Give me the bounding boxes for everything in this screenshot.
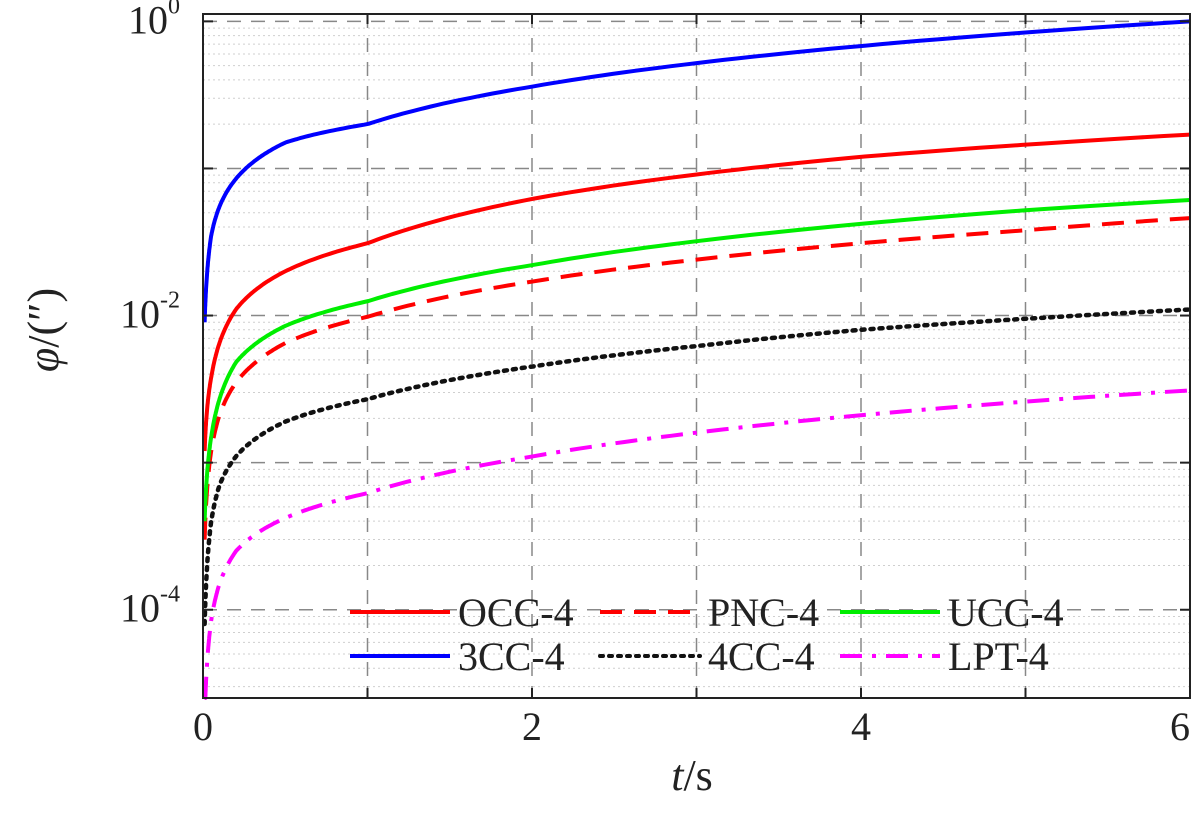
tick-marks (202, 14, 1191, 698)
y-tick-label: 100 (128, 0, 180, 42)
legend-label-3cc-4: 3CC-4 (458, 634, 565, 679)
x-tick-labels: 0 2 4 6 (193, 704, 1190, 749)
y-axis-unit: /(″) (19, 288, 68, 348)
x-tick-label: 2 (522, 704, 542, 749)
x-tick-label: 6 (1170, 704, 1190, 749)
series-line-pnc-4 (202, 216, 1191, 541)
series-line-lpt-4 (202, 388, 1191, 700)
legend-label-4cc-4: 4CC-4 (708, 634, 815, 679)
series-line-4cc-4 (202, 307, 1193, 627)
x-axis-title: t/s (671, 751, 713, 800)
y-axis-var: φ (19, 348, 68, 372)
y-tick-base: 10 (128, 0, 168, 42)
y-tick-exponent: 0 (168, 0, 180, 19)
y-tick-label: 10-2 (120, 288, 180, 337)
x-tick-label: 4 (851, 704, 871, 749)
y-axis-title: φ/(″) (19, 288, 68, 372)
series-layer (202, 19, 1193, 700)
x-tick-label: 0 (193, 704, 213, 749)
legend: OCC-4 PNC-4 UCC-4 3CC-4 4CC-4 LPT-4 (350, 590, 1064, 679)
legend-label-occ-4: OCC-4 (458, 590, 574, 635)
legend-label-lpt-4: LPT-4 (948, 634, 1049, 679)
legend-label-ucc-4: UCC-4 (948, 590, 1064, 635)
series-line-3cc-4 (202, 19, 1191, 323)
y-tick-exponent: -2 (160, 288, 180, 314)
series-line-ucc-4 (202, 198, 1191, 522)
y-tick-base: 10 (120, 586, 160, 631)
y-tick-label: 10-4 (120, 582, 180, 631)
series-line-occ-4 (202, 132, 1191, 452)
x-axis-var: t (671, 751, 685, 800)
x-axis-unit: /s (683, 751, 712, 800)
y-tick-exponent: -4 (160, 582, 180, 608)
legend-label-pnc-4: PNC-4 (708, 590, 819, 635)
y-tick-base: 10 (120, 292, 160, 337)
